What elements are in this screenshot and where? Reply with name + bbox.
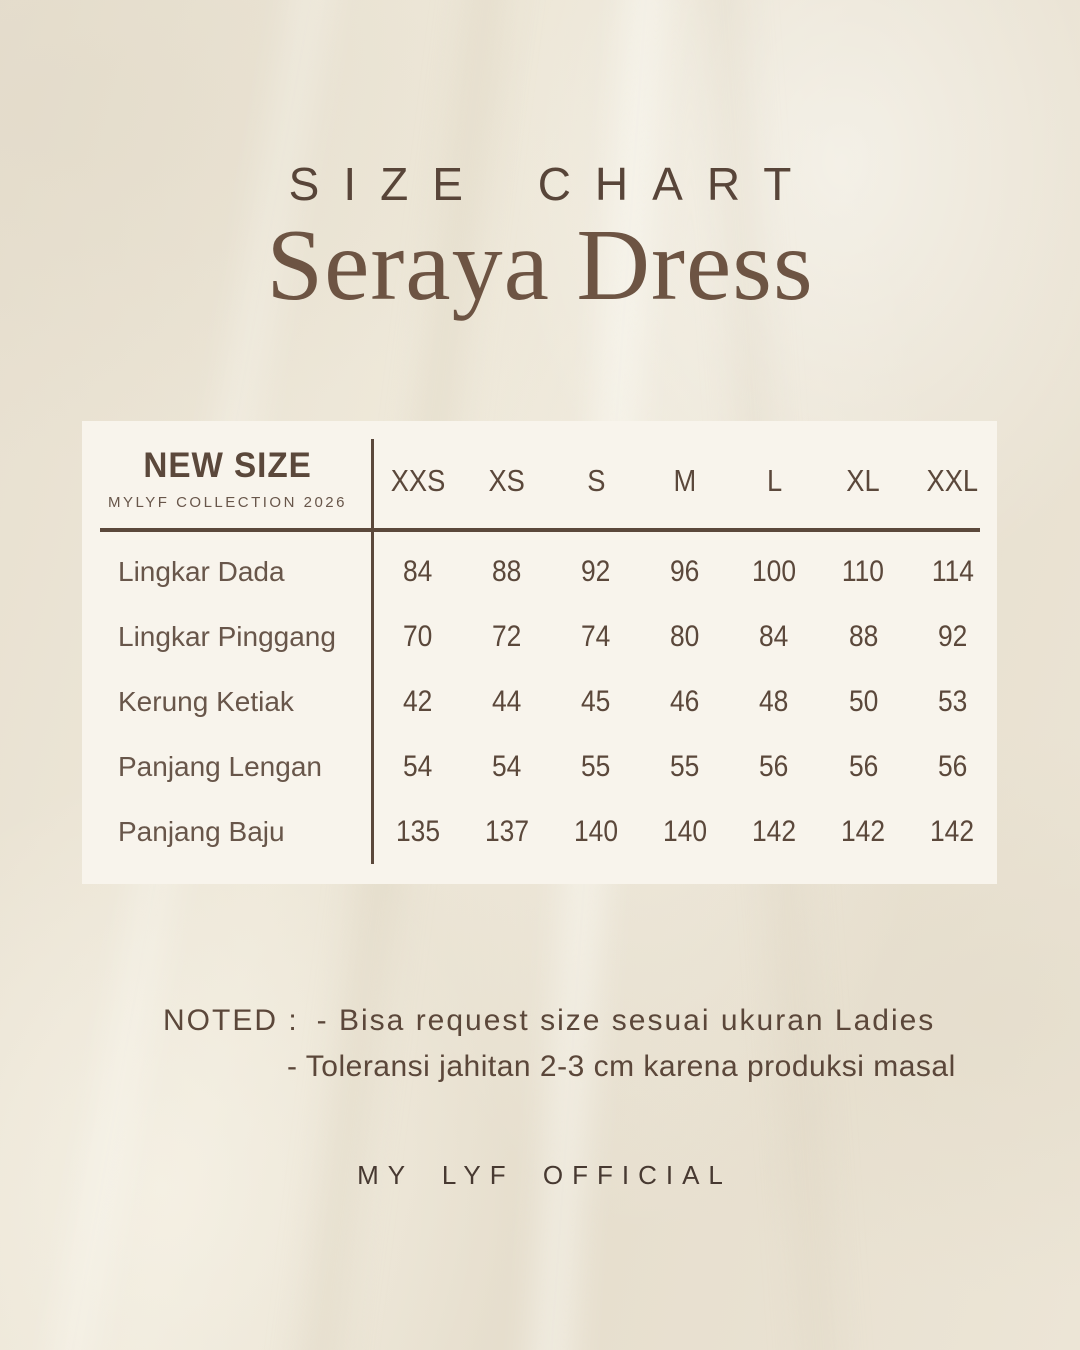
note-item: - Bisa request size sesuai ukuran Ladies (316, 1004, 936, 1037)
eyebrow-title: SIZE CHART (288, 158, 816, 210)
size-column-header: L (766, 462, 782, 498)
product-title: Seraya Dress (266, 209, 814, 322)
cell-value: 80 (670, 619, 700, 653)
table-corner: NEW SIZE MYLYF COLLECTION 2026 (82, 438, 373, 511)
cell-value: 50 (848, 684, 878, 718)
size-table: NEW SIZE MYLYF COLLECTION 2026 XXS XS S … (82, 421, 997, 884)
note-line: NOTED : - Bisa request size sesuai ukura… (163, 1002, 956, 1040)
cell-value: 142 (752, 814, 797, 848)
table-body: Lingkar Dada 84 88 92 96 100 110 114 Lin… (82, 539, 997, 864)
row-label: Panjang Baju (118, 815, 285, 847)
cell-value: 88 (848, 619, 878, 653)
table-vertical-divider (371, 439, 374, 864)
size-column-header: S (586, 462, 605, 498)
cell-value: 42 (402, 684, 433, 718)
row-label: Lingkar Dada (118, 555, 285, 587)
cell-value: 72 (492, 619, 522, 653)
cell-value: 55 (670, 749, 700, 783)
table-header-rule (100, 528, 980, 532)
table-row: Lingkar Dada 84 88 92 96 100 110 114 (82, 539, 997, 604)
cell-value: 142 (930, 814, 975, 848)
cell-value: 56 (937, 749, 968, 783)
table-row: Kerung Ketiak 42 44 45 46 48 50 53 (82, 669, 997, 734)
cell-value: 88 (492, 554, 522, 588)
cell-value: 48 (759, 684, 789, 718)
table-row: Panjang Baju 135 137 140 140 142 142 142 (82, 799, 997, 864)
cell-value: 92 (581, 554, 611, 588)
cell-value: 74 (581, 619, 611, 653)
cell-value: 96 (670, 554, 700, 588)
note-item: - Toleransi jahitan 2-3 cm karena produk… (287, 1050, 956, 1083)
table-row: Lingkar Pinggang 70 72 74 80 84 88 92 (82, 604, 997, 669)
cell-value: 45 (581, 684, 611, 718)
cell-value: 92 (937, 619, 968, 653)
cell-value: 53 (937, 684, 968, 718)
row-label: Panjang Lengan (118, 750, 322, 782)
brand-footer: MY LYF OFFICIAL (357, 1160, 732, 1190)
row-label: Kerung Ketiak (118, 685, 294, 717)
cell-value: 56 (759, 749, 789, 783)
table-title: NEW SIZE (143, 446, 312, 485)
table-row: Panjang Lengan 54 54 55 55 56 56 56 (82, 734, 997, 799)
table-header-row: NEW SIZE MYLYF COLLECTION 2026 XXS XS S … (82, 421, 997, 528)
cell-value: 46 (670, 684, 700, 718)
cell-value: 84 (402, 554, 433, 588)
size-column-header: XL (846, 462, 880, 498)
cell-value: 84 (759, 619, 789, 653)
cell-value: 55 (581, 749, 611, 783)
row-label: Lingkar Pinggang (118, 620, 336, 652)
cell-value: 54 (402, 749, 433, 783)
size-column-header: M (673, 462, 697, 498)
cell-value: 54 (492, 749, 522, 783)
cell-value: 140 (573, 814, 618, 848)
cell-value: 137 (484, 814, 529, 848)
size-column-header: XXL (926, 462, 979, 498)
cell-value: 56 (848, 749, 878, 783)
size-column-header: XS (488, 462, 525, 498)
cell-value: 140 (662, 814, 708, 848)
size-column-header: XXS (390, 462, 445, 498)
table-subtitle: MYLYF COLLECTION 2026 (108, 494, 347, 511)
cell-value: 100 (752, 554, 797, 588)
cell-value: 110 (842, 554, 885, 588)
cell-value: 114 (931, 554, 974, 588)
notes-block: NOTED : - Bisa request size sesuai ukura… (163, 1002, 956, 1086)
notes-label: NOTED : (163, 1004, 299, 1037)
cell-value: 135 (395, 814, 440, 848)
cell-value: 142 (841, 814, 886, 848)
cell-value: 70 (402, 619, 433, 653)
cell-value: 44 (492, 684, 522, 718)
